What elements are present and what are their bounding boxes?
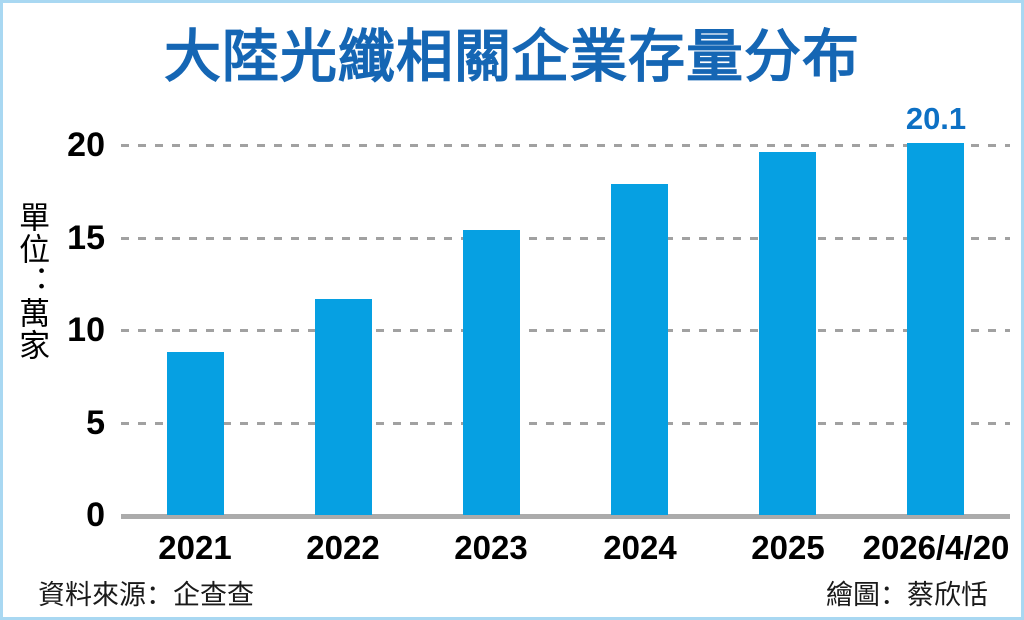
y-tick-label-15: 15 — [67, 218, 105, 257]
x-tick-label-2024: 2024 — [603, 529, 677, 566]
x-tick-label-2022: 2022 — [306, 529, 380, 566]
x-tick-label-2023: 2023 — [454, 529, 528, 566]
bar-2026/4/20 — [907, 143, 964, 515]
y-axis-unit-label: 單位：萬家 — [14, 201, 50, 361]
bar-2023 — [463, 230, 520, 515]
bar-2022 — [315, 299, 372, 515]
x-axis-line — [121, 514, 1010, 519]
bar-2025 — [759, 152, 816, 515]
gridline-5 — [121, 421, 1010, 425]
y-tick-label-10: 10 — [67, 311, 105, 349]
y-tick-label-5: 5 — [86, 403, 105, 442]
y-tick-label-0: 0 — [86, 496, 105, 534]
credit-note: 繪圖：蔡欣恬 — [826, 580, 988, 610]
bar-2021 — [167, 352, 224, 515]
gridline-10 — [121, 329, 1010, 332]
source-note: 資料來源：企查查 — [38, 580, 254, 610]
x-tick-label-2021: 2021 — [158, 529, 232, 566]
gridline-20 — [121, 144, 1010, 147]
bar-2024 — [611, 184, 668, 515]
chart-title: 大陸光纖相關企業存量分布 — [164, 25, 860, 89]
gridline-15 — [121, 236, 1010, 240]
bar-value-label: 20.1 — [905, 101, 967, 136]
x-tick-label-2026/4/20: 2026/4/20 — [862, 529, 1010, 566]
bar-chart-plot-area: 0 5 10 15 20 2021 2022 2023 2024 2025 2026/4/20 20.… — [3, 3, 1021, 617]
x-tick-label-2025: 2025 — [751, 529, 825, 566]
y-tick-label-20: 20 — [67, 126, 105, 164]
